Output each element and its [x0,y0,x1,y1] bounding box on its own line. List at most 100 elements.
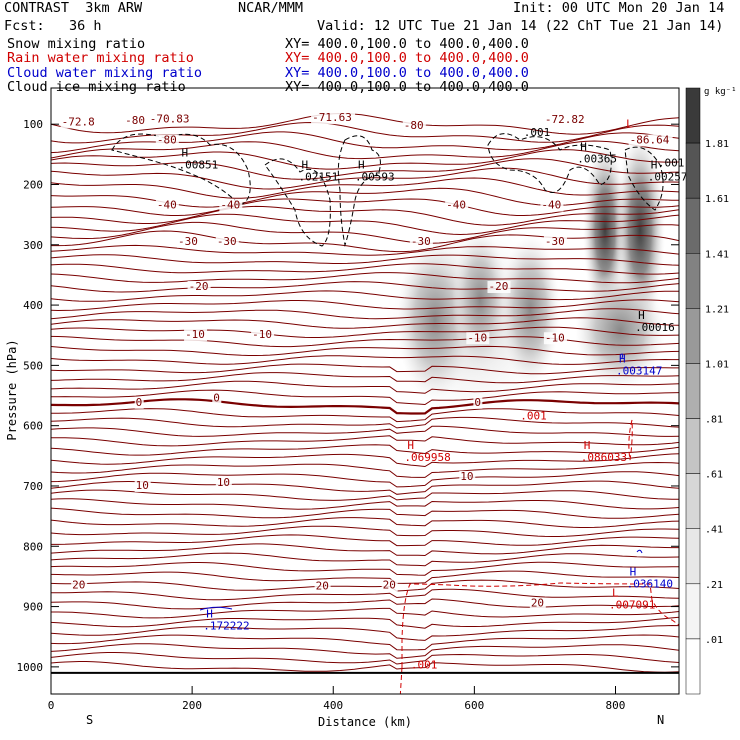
contour-label-bg [402,120,426,133]
isotherm-contour [51,425,679,437]
x-tick-label: 800 [606,699,626,712]
contour-label-bg [466,332,490,345]
isotherm-contour [51,205,679,226]
field-cloud-water-xy: XY= 400.0,100.0 to 400.0,400.0 [285,65,529,81]
header-left-title: CONTRAST 3km ARW [4,0,143,16]
contour-label-bg [473,396,483,409]
isotherm-label: -40 [157,199,177,212]
contour-label-bg [219,199,243,212]
isotherm-contour [51,131,679,154]
field-cloud-ice-name: Cloud ice mixing ratio [7,79,186,95]
contour-label-bg [409,235,433,248]
isotherm-label: 20 [383,578,396,591]
extremum-symbol: H [651,158,658,171]
isotherm-contour [51,389,679,406]
snow-ice-contour [487,133,612,193]
field-cloud-ice-xy: XY= 400.0,100.0 to 400.0,400.0 [285,79,529,95]
isotherm-contour [51,345,679,356]
isotherm-label: -30 [411,235,431,248]
x-axis-title: Distance (km) [318,715,412,729]
isotherm-contour [51,588,679,601]
isotherm-label: -30 [545,235,565,248]
isotherm-contour [51,372,679,384]
isotherm-contour [51,543,679,557]
header-fcst: Fcst: 36 h [4,18,102,34]
contour-label-bg [184,329,208,342]
extremum-value: .00851 [179,158,219,171]
extremum-symbol: L [626,117,633,130]
isotherm-label: -72.8 [62,115,95,128]
extremum-value: .069958 [404,451,450,464]
isotherm-label: -30 [178,235,198,248]
extremum-value: .00365 [577,152,617,165]
colorbar-segment [685,197,701,254]
isotherm-label: -80 [125,114,145,127]
isotherm-label: 10 [217,476,230,489]
x-tick-label: 200 [182,699,202,712]
snow-contour-label: .001 [658,156,685,169]
isotherm-contour [51,507,679,519]
extremum-value: .086033 [581,451,627,464]
colorbar-tick-label: .21 [705,580,723,591]
field-rain-name: Rain water mixing ratio [7,50,194,66]
x-end-label-south: S [86,713,93,727]
colorbar-tick-label: .61 [705,470,723,481]
isotherm-contour [51,335,679,348]
isotherm-label: -10 [185,328,205,341]
isotherm-label: 10 [136,479,149,492]
extremum-symbol: H [619,353,626,366]
isotherm-contour [51,149,679,170]
isotherm-contour [51,534,679,547]
isotherm-label: -80 [404,119,424,132]
rain-water-contour [401,582,679,667]
isotherm-contour [51,398,679,415]
colorbar-tick-label: .81 [705,415,723,426]
colorbar-segment [685,473,701,529]
contour-label-bg [311,112,356,125]
y-tick-label: 800 [23,540,43,553]
cloud-water-contour [636,549,643,554]
contour-label-bg [529,597,546,610]
isotherm-label: 0 [474,396,481,409]
contour-label-bg [155,134,179,147]
y-tick-label: 100 [23,118,43,131]
isotherm-label: -10 [545,331,565,344]
colorbar-segment [685,363,701,419]
isotherm-label: -80 [157,133,177,146]
contour-label-bg [148,113,193,126]
isotherm-contour [51,525,679,537]
colorbar-segment [685,142,701,199]
contour-label-bg [445,199,469,212]
contour-label-bg [212,392,222,405]
extremum-symbol: H [301,158,308,171]
isotherm-contour [51,570,679,584]
field-snow-name: Snow mixing ratio [7,36,146,52]
colorbar-segment [685,87,701,144]
extremum-symbol: H [638,309,645,322]
isotherm-contour [51,140,679,160]
extremum-symbol: H [630,565,637,578]
colorbar-tick-label: .41 [705,525,723,536]
colorbar-segment [685,253,701,309]
extremum-value: .036140 [627,577,673,590]
isotherm-contour [51,254,679,266]
extremum-value: .00257 [648,170,688,183]
extremum-symbol: H [358,158,365,171]
contour-label-bg [381,579,398,592]
isotherm-contour [51,213,679,236]
contour-label-bg [187,281,211,293]
isotherm-contour [51,480,679,495]
isotherm-contour [51,517,679,528]
extremum-value: .003147 [616,365,662,378]
isotherm-label: 20 [72,578,85,591]
isotherm-contour [51,624,679,641]
y-tick-label: 1000 [17,661,44,674]
isotherm-label: 20 [531,597,544,610]
contour-label-bg [177,235,201,248]
isotherm-contour [51,272,679,284]
header-init: Init: 00 UTC Mon 20 Jan 14 [513,0,725,16]
colorbar-tick-label: 1.21 [705,304,729,315]
cloud-water-contour [619,353,624,359]
y-tick-label: 300 [23,239,43,252]
